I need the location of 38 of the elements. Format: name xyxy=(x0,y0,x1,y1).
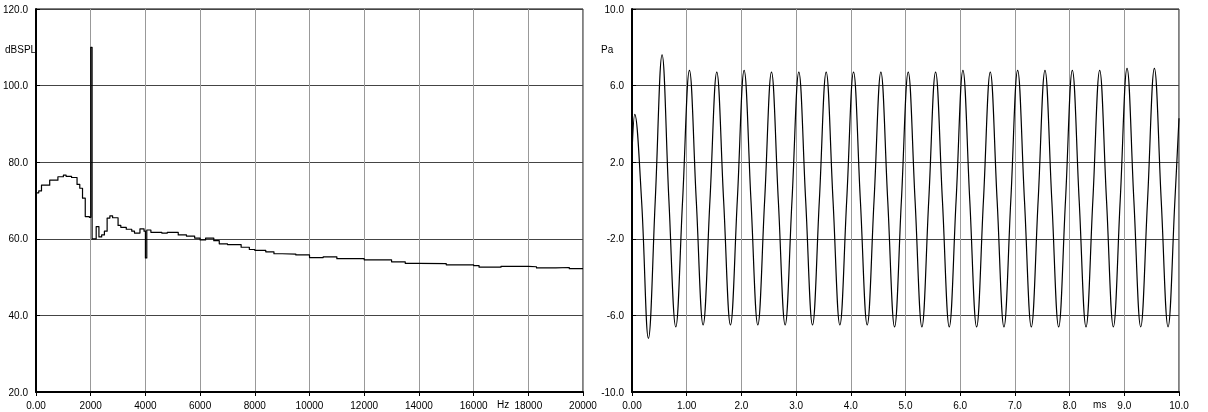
y-axis-title: Pa xyxy=(601,43,614,55)
x-tick-label: 10000 xyxy=(295,399,324,411)
y-tick-label: 120.0 xyxy=(2,3,29,15)
x-tick-label: 8000 xyxy=(243,399,267,411)
x-tick-label: 4.0 xyxy=(843,399,859,411)
y-tick-label: 2.0 xyxy=(610,156,625,168)
y-tick-label: 40.0 xyxy=(8,309,29,321)
x-tick-label: 9.0 xyxy=(1117,399,1132,411)
x-axis-title: Hz xyxy=(497,398,510,410)
x-tick-label: 0.00 xyxy=(622,399,643,411)
x-tick-label: 6000 xyxy=(188,399,212,411)
y-tick-label: 60.0 xyxy=(8,233,29,245)
x-tick-label: 20000 xyxy=(569,399,598,411)
y-tick-label: 10.0 xyxy=(604,3,625,15)
x-tick-label: 2.0 xyxy=(734,399,749,411)
x-tick-label: 16000 xyxy=(459,399,488,411)
x-tick-label: 3.0 xyxy=(789,399,804,411)
x-axis-title: ms xyxy=(1093,398,1107,410)
x-tick-label: 7.0 xyxy=(1007,399,1023,411)
x-tick-label: 5.0 xyxy=(898,399,913,411)
y-tick-label: 100.0 xyxy=(2,80,29,92)
x-tick-label: 8.0 xyxy=(1062,399,1077,411)
x-tick-label: 6.0 xyxy=(953,399,968,411)
x-tick-label: 2000 xyxy=(79,399,103,411)
x-tick-label: 12000 xyxy=(350,399,379,411)
y-tick-label: -2.0 xyxy=(606,233,625,245)
x-tick-label: 4000 xyxy=(134,399,157,411)
x-tick-label: 14000 xyxy=(405,399,434,411)
y-tick-label: -6.0 xyxy=(606,309,625,321)
y-axis-title: dBSPL xyxy=(5,43,37,55)
x-tick-label: 0.00 xyxy=(26,399,47,411)
x-tick-label: 18000 xyxy=(514,399,543,411)
x-tick-label: 10.0 xyxy=(1169,399,1190,411)
y-tick-label: 20.0 xyxy=(8,386,29,398)
y-tick-label: 80.0 xyxy=(8,156,29,168)
y-tick-label: 6.0 xyxy=(610,80,625,92)
y-tick-label: -10.0 xyxy=(601,386,625,398)
x-tick-label: 1.00 xyxy=(676,399,697,411)
